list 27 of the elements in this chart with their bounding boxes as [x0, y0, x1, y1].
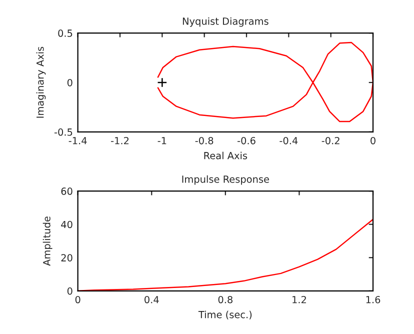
y-tick-label: 60 [61, 188, 72, 195]
chart-title: Nyquist Diagrams [182, 17, 268, 27]
x-axis-title: Real Axis [204, 152, 248, 160]
x-tick-label: -0.4 [280, 136, 298, 144]
y-tick-label: 40 [61, 220, 72, 228]
x-tick-label: -0.6 [238, 136, 256, 144]
x-tick-label: 0.4 [144, 296, 159, 304]
y-tick-label: 20 [61, 254, 72, 262]
x-tick-label: 0 [75, 296, 80, 304]
x-tick-label: 0 [370, 136, 376, 144]
y-tick-label: 0 [67, 287, 72, 295]
x-tick-label: 1.6 [366, 296, 380, 304]
x-tick-label: -1 [158, 137, 166, 144]
x-axis-title: Time (sec.) [198, 310, 252, 320]
line-series [157, 42, 374, 122]
x-tick-label: -1.4 [68, 137, 87, 144]
chart-title: Impulse Response [182, 175, 270, 185]
x-tick-label: 0.8 [218, 296, 232, 304]
y-axis-title: Amplitude [42, 216, 52, 266]
y-tick-label: 0 [67, 78, 72, 86]
x-tick-label: 1.2 [292, 296, 306, 304]
x-tick-label: -1.2 [110, 136, 129, 144]
x-tick-label: -0.8 [195, 136, 214, 144]
y-axis-title: Imaginary Axis [36, 46, 46, 118]
x-tick-label: -0.2 [322, 136, 340, 144]
y-tick-label: 0.5 [58, 30, 72, 37]
y-tick-label: -0.5 [54, 128, 72, 136]
